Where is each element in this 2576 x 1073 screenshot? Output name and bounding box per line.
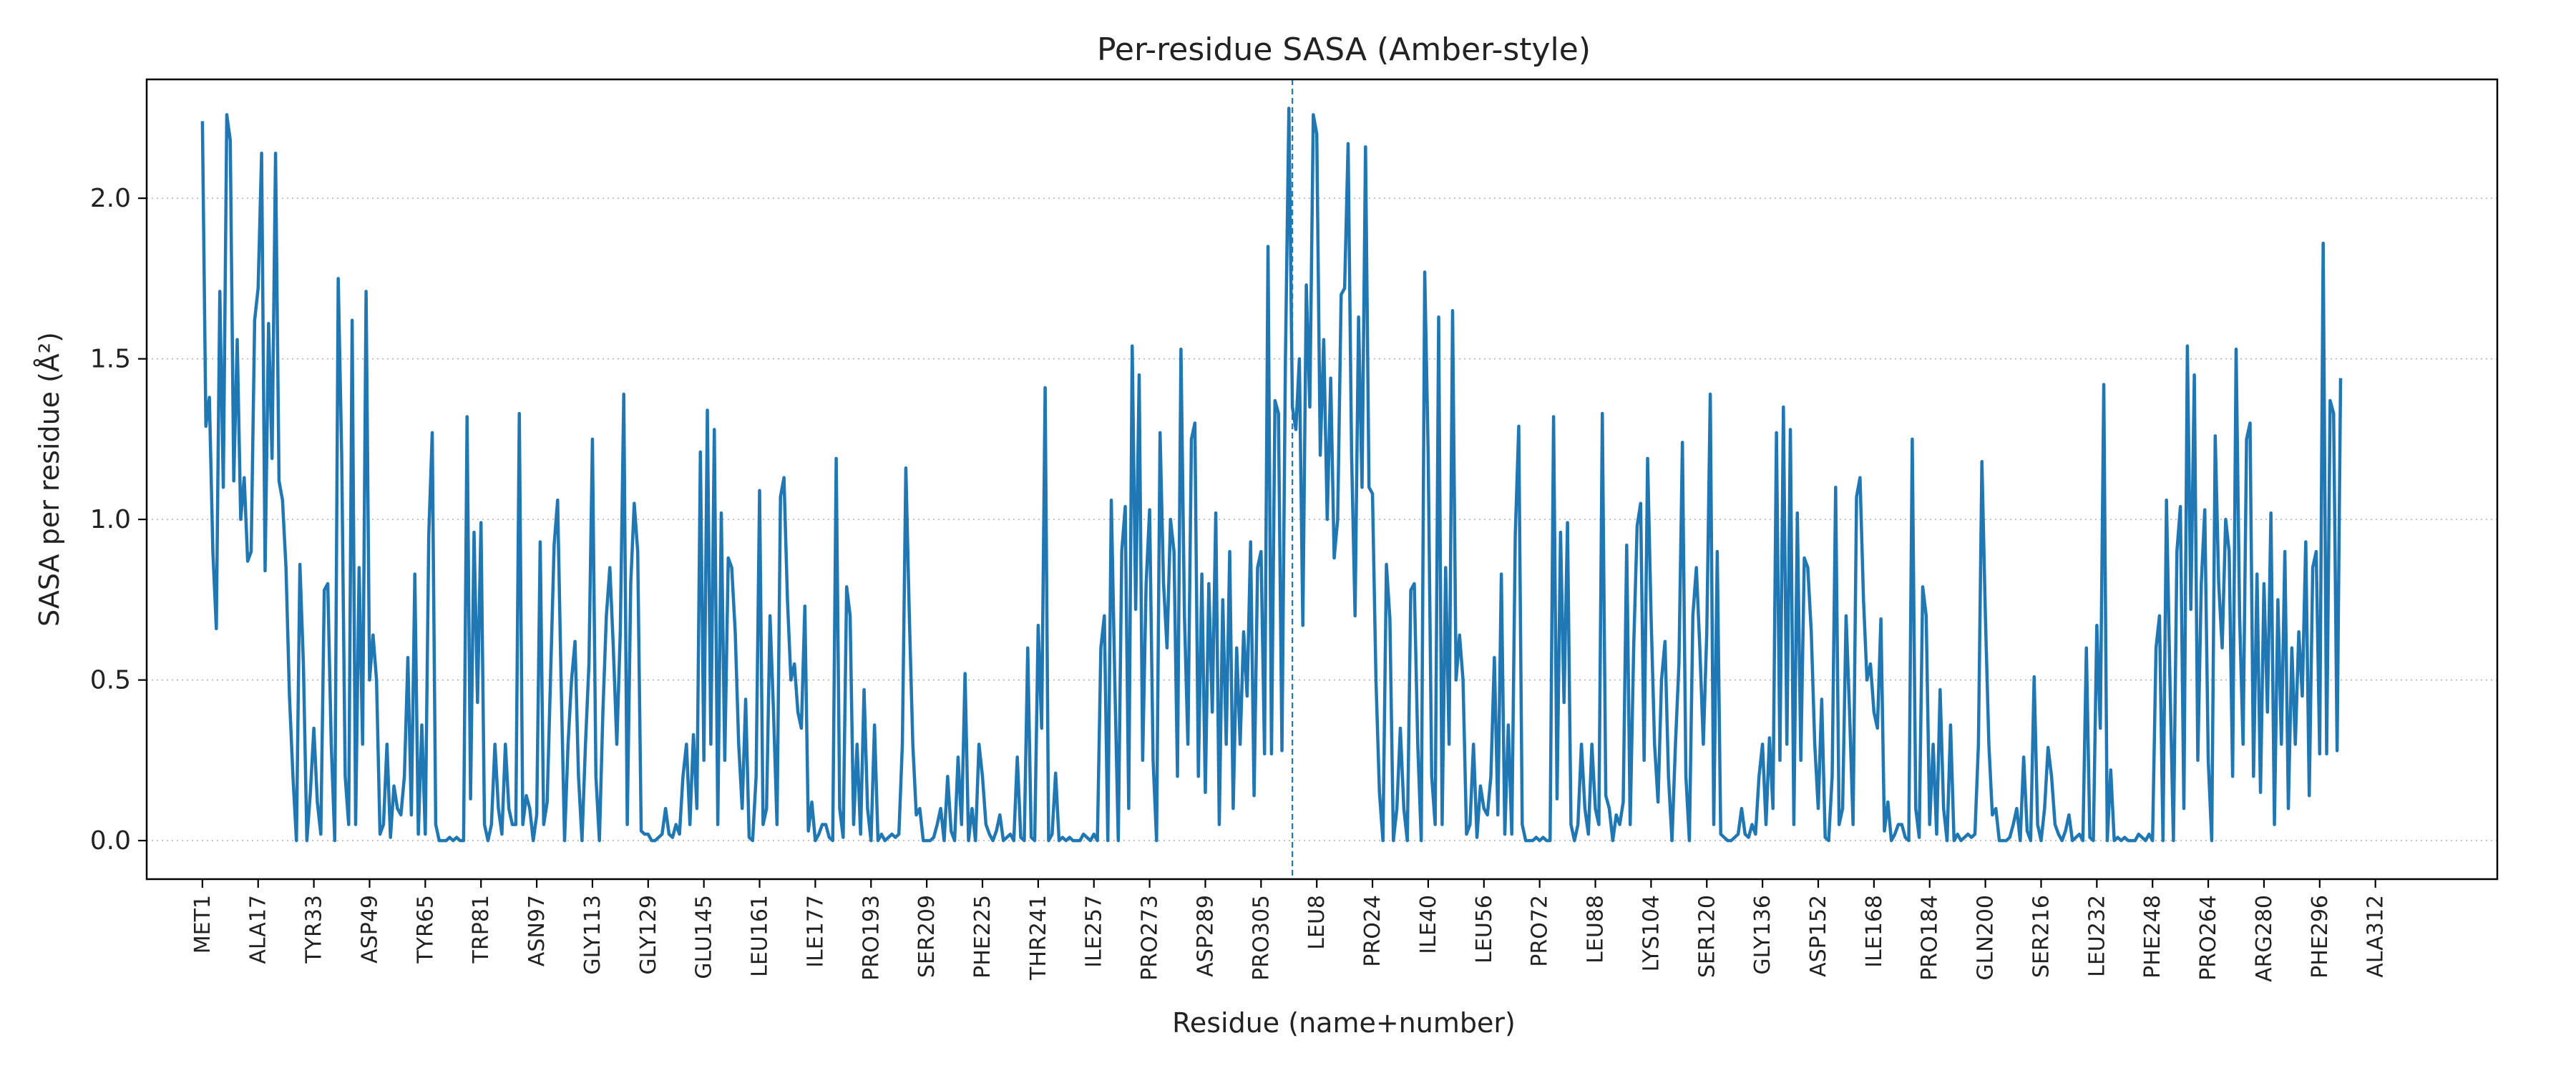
x-axis-label: Residue (name+number)	[1172, 1007, 1516, 1039]
x-tick-label: PRO273	[1138, 895, 1163, 981]
x-tick-label: SER216	[2029, 895, 2054, 978]
x-tick-label: LEU8	[1304, 895, 1330, 950]
x-tick-label: ASN97	[525, 895, 550, 966]
x-tick-label: GLY113	[580, 895, 605, 975]
x-tick-label: SER120	[1694, 895, 1719, 978]
x-tick-label: TYR65	[413, 895, 438, 964]
x-tick-label: MET1	[190, 895, 215, 954]
x-tick-label: ASP152	[1806, 895, 1831, 977]
y-axis-label: SASA per residue (Å²)	[34, 332, 65, 627]
x-tick-label: ARG280	[2252, 895, 2277, 982]
x-tick-label: LEU232	[2084, 895, 2109, 977]
x-tick-label: LEU88	[1584, 895, 1609, 964]
x-tick-label: ILE257	[1082, 895, 1107, 968]
x-tick-label: PRO184	[1918, 895, 1943, 981]
x-tick-label: ASP289	[1193, 895, 1218, 977]
x-tick-label: GLY129	[636, 895, 661, 975]
x-axis-ticks: MET1 ALA17 TYR33 ASP49 TYR65 TRP81 ASN97 GLY113…	[190, 879, 2389, 982]
x-tick-label: ALA312	[2363, 895, 2389, 978]
x-tick-label: PRO72	[1528, 895, 1553, 967]
x-tick-label: PRO264	[2196, 895, 2221, 981]
x-tick-label: LEU161	[748, 895, 773, 977]
x-tick-label: LEU56	[1472, 895, 1497, 964]
x-tick-label: ILE40	[1416, 895, 1441, 954]
y-tick-label: 1.5	[90, 345, 131, 374]
x-tick-label: PHE225	[970, 895, 995, 979]
x-tick-label: PHE296	[2308, 895, 2333, 979]
x-tick-label: GLN200	[1974, 895, 1999, 981]
x-tick-label: LYS104	[1639, 895, 1664, 971]
x-tick-label: THR241	[1026, 895, 1051, 981]
plot-area-frame	[145, 78, 2499, 881]
y-axis-ticks: 0.0 0.5 1.0 1.5 2.0	[90, 184, 147, 856]
x-tick-label: GLY136	[1750, 895, 1775, 975]
y-tick-label: 0.5	[90, 666, 131, 695]
x-tick-label: SER209	[914, 895, 940, 978]
x-tick-label: PHE248	[2140, 895, 2165, 979]
x-tick-label: ILE177	[803, 895, 828, 968]
y-tick-label: 2.0	[90, 184, 131, 213]
x-tick-label: TRP81	[469, 895, 494, 964]
y-tick-label: 1.0	[90, 505, 131, 534]
series-line	[200, 107, 2343, 843]
x-tick-label: ALA17	[246, 895, 271, 964]
chart-title: Per-residue SASA (Amber-style)	[1097, 31, 1591, 68]
x-tick-label: ILE168	[1862, 895, 1887, 968]
x-tick-label: PRO24	[1360, 895, 1385, 967]
x-tick-label: GLU145	[692, 895, 717, 979]
x-tick-label: ASP49	[357, 895, 382, 964]
x-tick-label: TYR33	[302, 895, 327, 964]
x-tick-label: PRO305	[1249, 895, 1274, 981]
x-tick-label: PRO193	[859, 895, 884, 981]
y-tick-label: 0.0	[90, 826, 131, 856]
